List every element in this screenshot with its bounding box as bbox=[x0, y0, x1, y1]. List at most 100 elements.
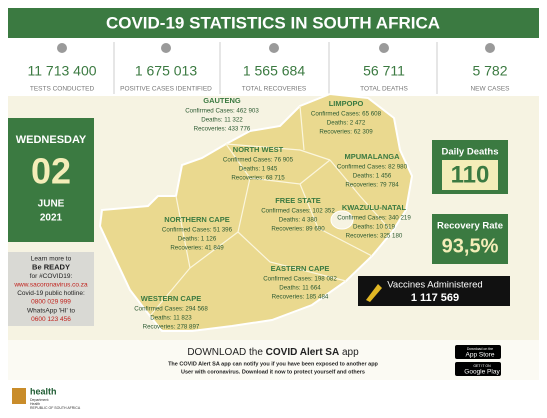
province-stat: Recoveries: 278 897 bbox=[143, 324, 200, 331]
year: 2021 bbox=[40, 213, 63, 224]
logo-line: Health bbox=[30, 402, 40, 406]
stat-label: TOTAL RECOVERIES bbox=[242, 86, 307, 93]
province-stat: Deaths: 11 322 bbox=[201, 117, 243, 124]
province-stat: Deaths: 1 126 bbox=[178, 236, 217, 243]
daily-deaths-value-box bbox=[442, 160, 498, 190]
province-stat: Recoveries: 79 784 bbox=[345, 182, 399, 189]
province-name: FREE STATE bbox=[275, 196, 321, 205]
download-text: DOWNLOAD the bbox=[187, 347, 265, 358]
title: COVID-19 STATISTICS IN SOUTH AFRICA bbox=[106, 13, 440, 32]
daily-deaths-value: 110 bbox=[451, 161, 490, 188]
info-line: WhatsApp 'HI' to bbox=[27, 307, 75, 314]
stat-label: TESTS CONDUCTED bbox=[30, 86, 95, 93]
stat-value: 11 713 400 bbox=[27, 63, 96, 79]
province-stat: Recoveries: 41 849 bbox=[170, 245, 224, 252]
province-name: NORTHERN CAPE bbox=[164, 215, 229, 224]
google-play-badge[interactable] bbox=[455, 362, 501, 376]
weekday: WEDNESDAY bbox=[16, 134, 87, 146]
stat-icon bbox=[161, 43, 171, 53]
province-name: LIMPOPO bbox=[329, 99, 364, 108]
province-stat: Deaths: 4 380 bbox=[279, 217, 318, 224]
info-box bbox=[8, 252, 94, 326]
app-line: User with coronavirus. Download it now t… bbox=[181, 369, 365, 375]
province-stat: Deaths: 11 664 bbox=[279, 285, 321, 292]
province-stat: Confirmed Cases: 198 082 bbox=[263, 276, 337, 283]
recovery-rate-value: 93,5% bbox=[442, 235, 499, 257]
recovery-rate-box bbox=[432, 214, 508, 264]
province-name: WESTERN CAPE bbox=[141, 294, 201, 303]
province-stat: Confirmed Cases: 294 568 bbox=[134, 306, 208, 313]
daily-deaths-label: Daily Deaths bbox=[441, 147, 498, 158]
coat-of-arms bbox=[12, 388, 26, 404]
stats-row: 11 713 400 TESTS CONDUCTED 1 675 013 POSITI… bbox=[27, 42, 510, 94]
banner bbox=[8, 8, 539, 38]
province-stat: Confirmed Cases: 102 352 bbox=[261, 208, 335, 215]
country-outline bbox=[98, 92, 414, 332]
download-text: app bbox=[339, 347, 359, 358]
app-store-name: App Store bbox=[466, 352, 495, 359]
stat-value: 1 565 684 bbox=[243, 63, 305, 79]
date-box bbox=[8, 118, 94, 242]
province-stat: Confirmed Cases: 340 219 bbox=[337, 215, 411, 222]
province-stat: Recoveries: 68 715 bbox=[231, 175, 285, 182]
province-stat: Recoveries: 325 180 bbox=[346, 233, 403, 240]
province-stat: Recoveries: 62 309 bbox=[319, 129, 373, 136]
province-stat: Deaths: 1 945 bbox=[239, 166, 278, 173]
health-logo: health Department: Health REPUBLIC OF SO… bbox=[12, 386, 81, 410]
province-stat: Recoveries: 433 776 bbox=[194, 126, 251, 133]
stat-label: NEW CASES bbox=[470, 86, 510, 93]
province-name: KWAZULU-NATAL bbox=[342, 203, 407, 212]
province-stat: Deaths: 10 519 bbox=[353, 224, 396, 231]
province-stat: Confirmed Cases: 65 608 bbox=[311, 111, 382, 118]
stat-value: 5 782 bbox=[472, 63, 507, 79]
province-name: GAUTENG bbox=[203, 96, 241, 105]
stat-value: 56 711 bbox=[363, 63, 405, 79]
stat-icon bbox=[379, 43, 389, 53]
lesotho bbox=[330, 210, 354, 230]
stat-value: 1 675 013 bbox=[135, 63, 197, 79]
stat-icon bbox=[57, 43, 67, 53]
province-stat: Confirmed Cases: 462 903 bbox=[185, 108, 259, 115]
province-stat: Confirmed Cases: 76 905 bbox=[223, 157, 294, 164]
province-borders bbox=[149, 105, 393, 317]
logo-line: Department: bbox=[30, 398, 49, 402]
info-line: Learn more to bbox=[31, 256, 72, 263]
province-stat: Deaths: 2 472 bbox=[327, 120, 366, 127]
province-stat: Confirmed Cases: 82 980 bbox=[337, 164, 408, 171]
logo-line: REPUBLIC OF SOUTH AFRICA bbox=[30, 406, 81, 410]
province-stat: Deaths: 11 823 bbox=[150, 315, 192, 322]
stat-icon bbox=[485, 43, 495, 53]
info-line: 0800 029 999 bbox=[31, 299, 71, 306]
vaccines-value: 1 117 569 bbox=[411, 292, 459, 304]
province-labels: GAUTENG Confirmed Cases: 462 903 Deaths: 1… bbox=[134, 96, 411, 331]
stat-label: POSITIVE CASES IDENTIFIED bbox=[120, 86, 212, 93]
month: JUNE bbox=[38, 199, 65, 210]
recovery-rate-label: Recovery Rate bbox=[437, 221, 503, 232]
map bbox=[98, 92, 414, 332]
syringe-icon bbox=[366, 284, 382, 302]
logo-name: health bbox=[30, 386, 57, 396]
info-line: www.sacoronavirus.co.za bbox=[13, 282, 88, 289]
info-line: 0600 123 456 bbox=[31, 316, 71, 323]
app-store-badge[interactable] bbox=[455, 345, 501, 359]
google-play-name: Google Play bbox=[464, 369, 500, 376]
vaccines-label: Vaccines Administered bbox=[387, 280, 482, 291]
province-stat: Recoveries: 89 690 bbox=[271, 226, 325, 233]
google-play-small: GET IT ON bbox=[473, 364, 491, 368]
province-stat: Confirmed Cases: 51 396 bbox=[162, 227, 233, 234]
app-store-small: Download on the bbox=[467, 347, 493, 351]
info-line: for #COVID19: bbox=[30, 273, 73, 280]
province-stat: Recoveries: 185 484 bbox=[272, 294, 329, 301]
province-name: MPUMALANGA bbox=[345, 152, 401, 161]
province-name: EASTERN CAPE bbox=[271, 264, 330, 273]
province-name: NORTH WEST bbox=[233, 145, 284, 154]
info-line: Be READY bbox=[32, 263, 70, 272]
app-line: The COVID Alert SA app can notify you if… bbox=[168, 361, 378, 367]
download-line: DOWNLOAD the COVID Alert SA app bbox=[187, 347, 359, 358]
info-line: Covid-19 public hotline: bbox=[17, 290, 85, 297]
stat-label: TOTAL DEATHS bbox=[360, 86, 408, 93]
app-panel bbox=[8, 340, 539, 380]
